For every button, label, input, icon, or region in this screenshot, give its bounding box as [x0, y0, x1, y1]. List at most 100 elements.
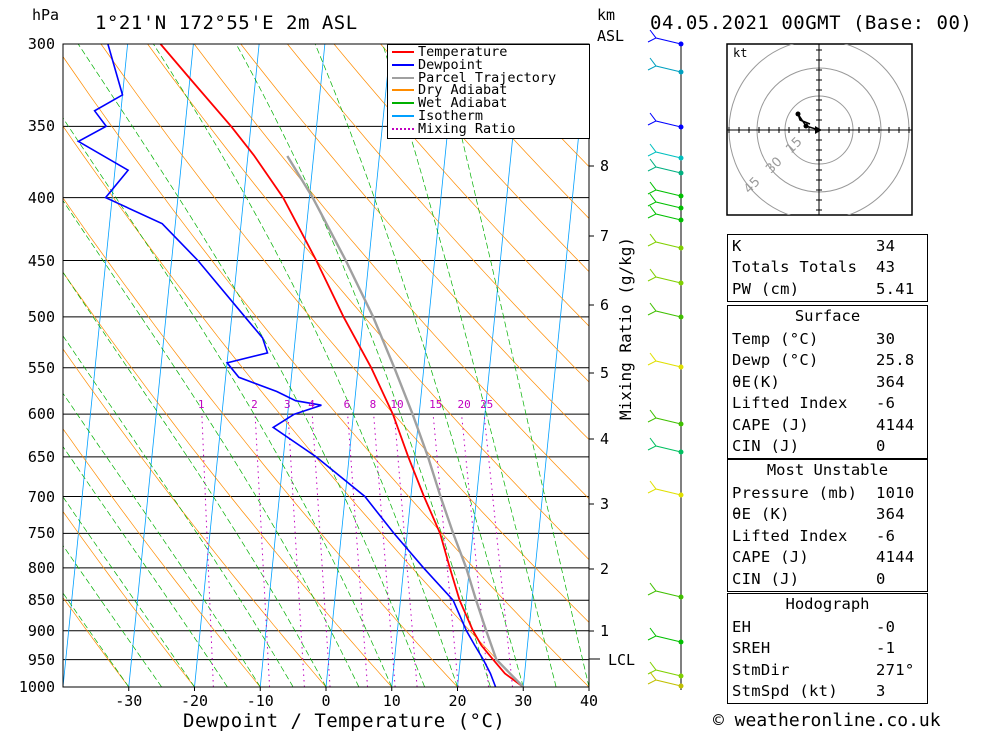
most-unstable-label: θE (K): [732, 505, 790, 524]
dry-adiabat: [63, 510, 195, 687]
mixing-ratio-label: 8: [369, 398, 377, 412]
legend-item: Parcel Trajectory: [392, 69, 557, 86]
hodograph-point: [795, 111, 801, 117]
wet-adiabat: [314, 44, 524, 687]
wind-barb: [647, 627, 682, 643]
indices-box: K 34 Totals Totals 43 PW (cm) 5.41: [727, 234, 928, 302]
hodograph-param-row: StmDir 271°: [728, 659, 927, 681]
legend-item: Temperature: [392, 45, 507, 59]
wind-barb: [647, 661, 682, 677]
legend-swatch: [392, 63, 414, 66]
wet-adiabat: [63, 271, 327, 687]
isotherm-line: [259, 44, 326, 687]
km-tick-label: 3: [600, 495, 610, 513]
hodograph-param-value: 271°: [876, 660, 915, 679]
mixing-ratio-axis-title: Mixing Ratio (g/kg): [616, 236, 635, 420]
hodograph-param-row: SREH -1: [728, 638, 927, 660]
temperature-tick-label: 0: [321, 692, 331, 710]
surface-value: 364: [876, 372, 905, 391]
most-unstable-table: Pressure (mb) 1010 θE (K) 364 Lifted Index -6…: [728, 482, 927, 590]
hodograph-param-label: StmDir: [732, 660, 790, 679]
asl-label: ASL: [597, 27, 625, 45]
temperature-tick-label: 40: [579, 692, 599, 710]
most-unstable-label: CIN (J): [732, 569, 800, 588]
surface-label: CAPE (J): [732, 415, 810, 434]
legend-label: Mixing Ratio: [418, 120, 516, 137]
wind-barb: [647, 352, 682, 368]
most-unstable-row: Pressure (mb) 1010: [728, 482, 927, 504]
pressure-tick-label: 500: [27, 307, 55, 326]
mixing-ratio-label: 25: [480, 398, 494, 412]
most-unstable-row: Lifted Index -6: [728, 525, 927, 547]
wind-barb: [647, 29, 682, 45]
wet-adiabat: [235, 44, 491, 687]
mixing-ratio-line: [254, 414, 271, 687]
mixing-ratio-label: 1: [197, 398, 205, 412]
most-unstable-value: 0: [876, 569, 886, 588]
surface-row: CAPE (J) 4144: [728, 414, 927, 436]
most-unstable-label: Lifted Index: [732, 526, 848, 545]
dry-adiabat: [333, 44, 589, 327]
surface-value: -6: [876, 394, 896, 413]
x-axis-title: Dewpoint / Temperature (°C): [183, 710, 506, 732]
index-value: 34: [876, 236, 896, 255]
pressure-tick-label: 800: [27, 558, 55, 577]
dry-adiabat: [380, 44, 589, 273]
km-tick-label: 7: [600, 227, 610, 245]
hodograph-param-label: StmSpd (kt): [732, 682, 838, 701]
surface-label: Dewp (°C): [732, 351, 819, 370]
lcl-label: LCL: [608, 651, 636, 669]
km-tick-label: 8: [600, 157, 610, 175]
wind-barb: [647, 268, 682, 284]
index-row: Totals Totals 43: [728, 257, 927, 279]
surface-row: Lifted Index -6: [728, 393, 927, 415]
wind-barb: [647, 158, 682, 174]
wind-barb: [647, 582, 682, 598]
most-unstable-value: 4144: [876, 548, 915, 567]
surface-row: Dewp (°C) 25.8: [728, 350, 927, 372]
legend-label: Isotherm: [418, 108, 484, 124]
surface-row: CIN (J) 0: [728, 436, 927, 458]
wind-barb: [647, 181, 682, 197]
surface-label: θE(K): [732, 372, 781, 391]
hodograph-param-row: StmSpd (kt) 3: [728, 681, 927, 703]
mixing-ratio-line: [347, 414, 369, 687]
legend-label: Parcel Trajectory: [418, 69, 557, 86]
legend-item: Dry Adiabat: [392, 84, 507, 97]
indices-table: K 34 Totals Totals 43 PW (cm) 5.41: [728, 235, 927, 300]
legend-box: Temperature Dewpoint Parcel Trajectory Dry …: [387, 44, 590, 139]
legend-swatch: [392, 102, 414, 105]
dry-adiabat: [240, 44, 589, 440]
mixing-ratio-label: 15: [429, 398, 443, 412]
hodograph-param-value: -0: [876, 617, 896, 636]
storm-motion-marker: [815, 126, 822, 134]
isotherm-line: [457, 44, 523, 687]
wet-adiabat: [77, 44, 425, 687]
index-row: PW (cm) 5.41: [728, 278, 927, 300]
wind-barb: [647, 302, 682, 318]
dry-adiabat: [147, 44, 589, 561]
dry-adiabat: [63, 271, 393, 687]
km-tick-label: 4: [600, 430, 610, 448]
temperature-tick-label: 20: [448, 692, 467, 710]
legend-item: Isotherm: [392, 108, 484, 124]
most-unstable-row: CIN (J) 0: [728, 568, 927, 590]
dry-adiabat: [63, 197, 458, 687]
hodograph-params-box: Hodograph EH -0 SREH -1 StmDir 271° StmSpd (kt…: [727, 593, 928, 704]
mixing-ratio-label: 3: [284, 398, 291, 412]
wind-barb: [647, 233, 682, 249]
hodograph-param-value: -1: [876, 639, 896, 658]
mixing-ratio-line: [287, 414, 305, 687]
hodograph-param-label: EH: [732, 617, 752, 636]
hodograph-point: [803, 123, 809, 129]
index-label: K: [732, 236, 742, 255]
km-tick-label: 5: [600, 364, 610, 382]
index-value: 5.41: [876, 279, 915, 298]
wind-barb: [647, 437, 682, 453]
index-value: 43: [876, 258, 896, 277]
temperature-tick-label: 30: [514, 692, 533, 710]
pressure-tick-label: 1000: [18, 678, 55, 696]
station-location: 1°21'N 172°55'E 2m ASL: [95, 12, 358, 34]
copyright-link[interactable]: © weatheronline.co.uk: [713, 710, 941, 731]
